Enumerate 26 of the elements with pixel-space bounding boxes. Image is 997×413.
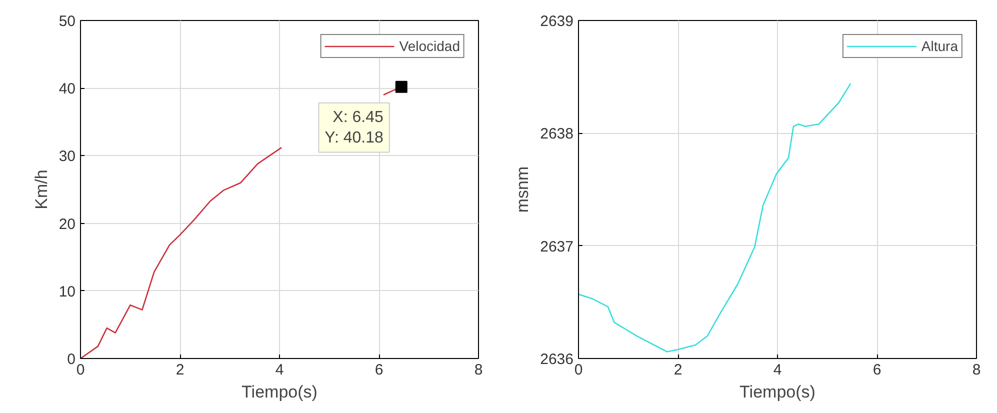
annotation: X: 6.45 Y: 40.18 (324, 108, 384, 146)
x-tick-label: 4 (773, 362, 782, 378)
y-tick-label: 40 (58, 80, 76, 98)
x-tick-label: 6 (872, 362, 882, 378)
y-tick-label: 0 (67, 351, 76, 368)
y-axis-title: Km/h (32, 170, 51, 210)
x-tick-label: 2 (674, 362, 682, 378)
y-tick-label: 2638 (540, 126, 574, 143)
y-tick-label: 2636 (540, 351, 574, 368)
y-tick-label: 30 (58, 148, 76, 166)
legend-label: Altura (921, 38, 958, 54)
y-tick-label: 2637 (540, 238, 574, 256)
x-axis-title: Tiempo(s) (242, 382, 318, 402)
x-tick-label: 4 (275, 362, 284, 378)
y-tick-label: 50 (58, 13, 76, 30)
y-tick-label: 10 (58, 283, 76, 300)
legend-label: Velocidad (399, 38, 460, 54)
line-series (578, 82, 852, 352)
y-axis-title: msnm (513, 166, 532, 213)
x-tick-label: 2 (176, 362, 184, 378)
x-tick-label: 6 (374, 362, 384, 378)
y-tick-label: 20 (58, 216, 76, 233)
x-tick-label: 8 (474, 362, 483, 378)
x-axis-title: Tiempo(s) (740, 382, 816, 402)
x-tick-label: 8 (972, 362, 981, 378)
y-tick-label: 2639 (540, 13, 574, 30)
